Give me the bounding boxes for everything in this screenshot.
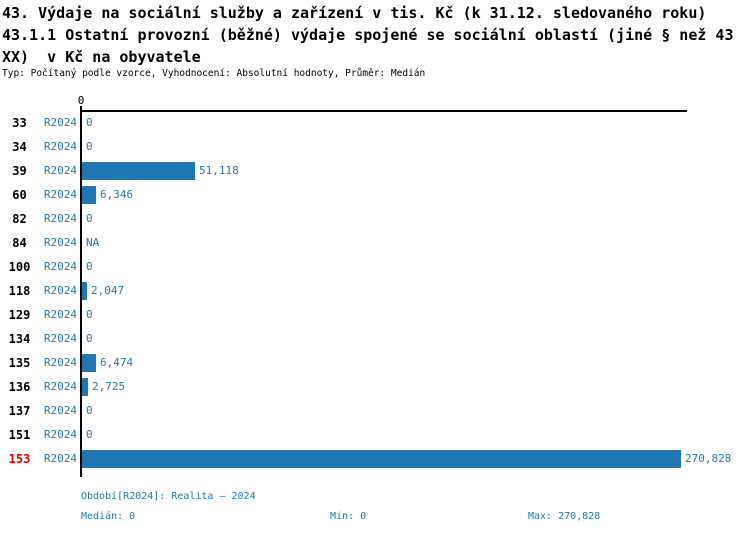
value-label-39: 51,118	[199, 164, 239, 177]
value-label-134: 0	[86, 332, 93, 345]
value-label-136: 2,725	[92, 380, 126, 393]
series-label-118: R2024	[43, 284, 77, 297]
category-label-82: 82	[12, 212, 27, 226]
y-axis-line	[80, 110, 82, 477]
value-label-129: 0	[86, 308, 93, 321]
category-label-134: 134	[8, 332, 31, 346]
category-label-60: 60	[12, 188, 27, 202]
series-label-82: R2024	[43, 212, 77, 225]
x-axis-tick-label-zero: 0	[77, 94, 85, 107]
category-label-135: 135	[8, 356, 31, 370]
category-label-39: 39	[12, 164, 27, 178]
value-label-34: 0	[86, 140, 93, 153]
series-label-135: R2024	[43, 356, 77, 369]
value-label-151: 0	[86, 428, 93, 441]
bar-136	[82, 378, 88, 396]
chart-title-line-3: XX) v Kč na obyvatele	[2, 48, 201, 66]
footer-median-label: Medián: 0	[81, 511, 136, 522]
footer-min-label: Min: 0	[330, 511, 367, 522]
category-label-153: 153	[8, 452, 31, 466]
value-label-60: 6,346	[100, 188, 134, 201]
bar-118	[82, 282, 87, 300]
bar-60	[82, 186, 96, 204]
category-label-100: 100	[8, 260, 31, 274]
series-label-137: R2024	[43, 404, 77, 417]
category-label-151: 151	[8, 428, 31, 442]
value-label-137: 0	[86, 404, 93, 417]
category-label-129: 129	[8, 308, 31, 322]
series-label-100: R2024	[43, 260, 77, 273]
chart-meta-line: Typ: Počítaný podle vzorce, Vyhodnocení:…	[2, 68, 426, 79]
footer-period-label: Období[R2024]: Realita – 2024	[81, 491, 256, 502]
category-label-34: 34	[12, 140, 27, 154]
x-axis-line	[80, 110, 687, 112]
series-label-33: R2024	[43, 116, 77, 129]
series-label-39: R2024	[43, 164, 77, 177]
series-label-84: R2024	[43, 236, 77, 249]
series-label-151: R2024	[43, 428, 77, 441]
series-label-134: R2024	[43, 332, 77, 345]
value-label-118: 2,047	[91, 284, 125, 297]
x-axis-tick-mark	[80, 106, 82, 110]
category-label-118: 118	[8, 284, 31, 298]
series-label-129: R2024	[43, 308, 77, 321]
value-label-100: 0	[86, 260, 93, 273]
value-label-84: NA	[86, 236, 100, 249]
footer-max-label: Max: 270,828	[528, 511, 601, 522]
series-label-136: R2024	[43, 380, 77, 393]
bar-135	[82, 354, 96, 372]
value-label-153: 270,828	[685, 452, 732, 465]
bar-153	[82, 450, 681, 468]
category-label-136: 136	[8, 380, 31, 394]
value-label-82: 0	[86, 212, 93, 225]
category-label-33: 33	[12, 116, 27, 130]
value-label-33: 0	[86, 116, 93, 129]
series-label-153: R2024	[43, 452, 77, 465]
chart-title-line-2: 43.1.1 Ostatní provozní (běžné) výdaje s…	[2, 26, 734, 44]
bar-39	[82, 162, 195, 180]
series-label-60: R2024	[43, 188, 77, 201]
category-label-84: 84	[12, 236, 27, 250]
chart-title-line-1: 43. Výdaje na sociální služby a zařízení…	[2, 4, 707, 22]
value-label-135: 6,474	[100, 356, 134, 369]
category-label-137: 137	[8, 404, 31, 418]
series-label-34: R2024	[43, 140, 77, 153]
